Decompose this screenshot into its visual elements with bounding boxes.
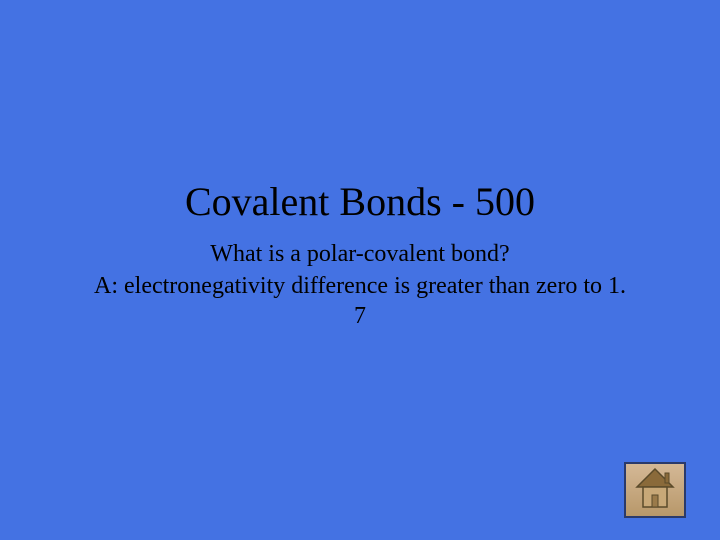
- slide-title: Covalent Bonds - 500: [0, 178, 720, 225]
- home-button[interactable]: [624, 462, 686, 518]
- slide-question: What is a polar-covalent bond?: [0, 239, 720, 269]
- slide-answer: A: electronegativity difference is great…: [0, 271, 720, 331]
- slide-content: Covalent Bonds - 500 What is a polar-cov…: [0, 178, 720, 331]
- home-icon: [633, 467, 677, 514]
